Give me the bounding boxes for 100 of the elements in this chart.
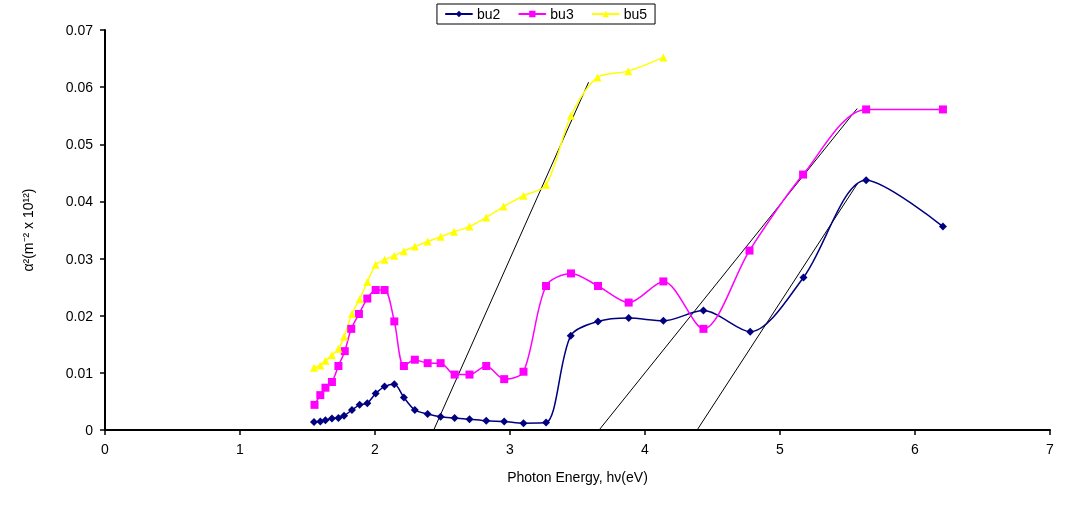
point — [519, 419, 528, 428]
point — [624, 298, 633, 307]
y-tick-label: 0.03 — [65, 250, 94, 267]
point — [799, 273, 808, 282]
point — [450, 227, 459, 236]
y-tick-label: 0.01 — [65, 364, 94, 381]
point — [542, 418, 551, 427]
point — [363, 278, 372, 286]
point — [699, 324, 708, 333]
point — [746, 327, 755, 336]
point — [450, 370, 459, 379]
x-tick-label: 1 — [236, 441, 245, 457]
point — [354, 310, 363, 318]
point — [399, 362, 408, 370]
point — [340, 347, 349, 356]
point — [316, 391, 325, 400]
point — [410, 406, 419, 414]
x-tick-label: 2 — [371, 441, 380, 457]
y-tick-label: 0.04 — [65, 193, 94, 210]
point — [500, 375, 509, 384]
point — [316, 417, 325, 426]
x-tick-label: 7 — [1046, 441, 1055, 457]
point — [594, 317, 603, 326]
y-axis-title: α²(m⁻² x 10¹²) — [20, 188, 36, 272]
point — [380, 382, 389, 391]
point — [862, 105, 871, 114]
point — [862, 176, 871, 185]
y-tick-label: 0.07 — [65, 22, 94, 38]
point — [363, 294, 372, 303]
point — [390, 317, 399, 326]
point — [340, 332, 349, 341]
point — [482, 416, 491, 425]
y-tick-label: 0 — [85, 422, 94, 438]
y-tick-label: 0.05 — [65, 136, 94, 153]
point — [410, 355, 419, 364]
point — [423, 359, 432, 368]
point — [321, 416, 330, 425]
point — [465, 222, 474, 231]
point — [334, 362, 343, 370]
point — [310, 400, 319, 409]
point — [542, 180, 551, 189]
point — [334, 344, 343, 353]
point — [321, 383, 330, 392]
x-tick-label: 4 — [641, 441, 650, 457]
x-tick-label: 0 — [101, 441, 110, 457]
point — [347, 324, 356, 333]
point — [450, 414, 459, 422]
point — [321, 356, 330, 365]
x-tick-label: 5 — [776, 441, 785, 457]
point — [327, 378, 336, 386]
point — [500, 417, 509, 426]
point — [519, 367, 528, 376]
point — [371, 286, 380, 294]
legend-label: bu3 — [550, 6, 574, 22]
point — [380, 255, 389, 264]
point — [499, 202, 508, 211]
point — [799, 170, 808, 179]
point — [355, 295, 364, 304]
y-tick-label: 0.06 — [65, 79, 94, 96]
point — [363, 399, 372, 408]
point — [566, 331, 575, 340]
point — [327, 414, 336, 423]
point — [390, 380, 399, 389]
point — [745, 246, 754, 255]
point — [699, 306, 708, 315]
point — [542, 282, 551, 290]
point — [436, 359, 445, 368]
point — [371, 389, 380, 398]
point — [938, 222, 947, 231]
point — [334, 414, 343, 422]
point — [567, 269, 576, 278]
y-tick-label: 0.02 — [65, 307, 94, 324]
point — [380, 286, 389, 294]
point — [399, 393, 408, 402]
x-axis-title: Photon Energy, hν(eV) — [507, 469, 648, 485]
x-tick-label: 6 — [911, 441, 920, 457]
point — [567, 111, 576, 120]
point — [519, 191, 528, 200]
point — [465, 370, 474, 379]
point — [309, 418, 318, 426]
point — [938, 105, 947, 114]
point — [423, 410, 432, 418]
point — [390, 251, 399, 260]
point — [594, 282, 603, 290]
point — [340, 411, 349, 420]
point — [465, 415, 474, 424]
point — [399, 247, 408, 256]
legend-label: bu5 — [623, 6, 648, 22]
point — [659, 316, 668, 325]
point — [347, 310, 356, 318]
x-tick-label: 3 — [506, 441, 515, 457]
point — [327, 351, 336, 360]
point — [371, 260, 380, 269]
point — [482, 362, 491, 370]
point — [624, 314, 633, 322]
point — [347, 406, 356, 414]
point — [410, 242, 419, 251]
point — [593, 73, 602, 82]
point — [355, 400, 364, 409]
point — [436, 412, 445, 421]
